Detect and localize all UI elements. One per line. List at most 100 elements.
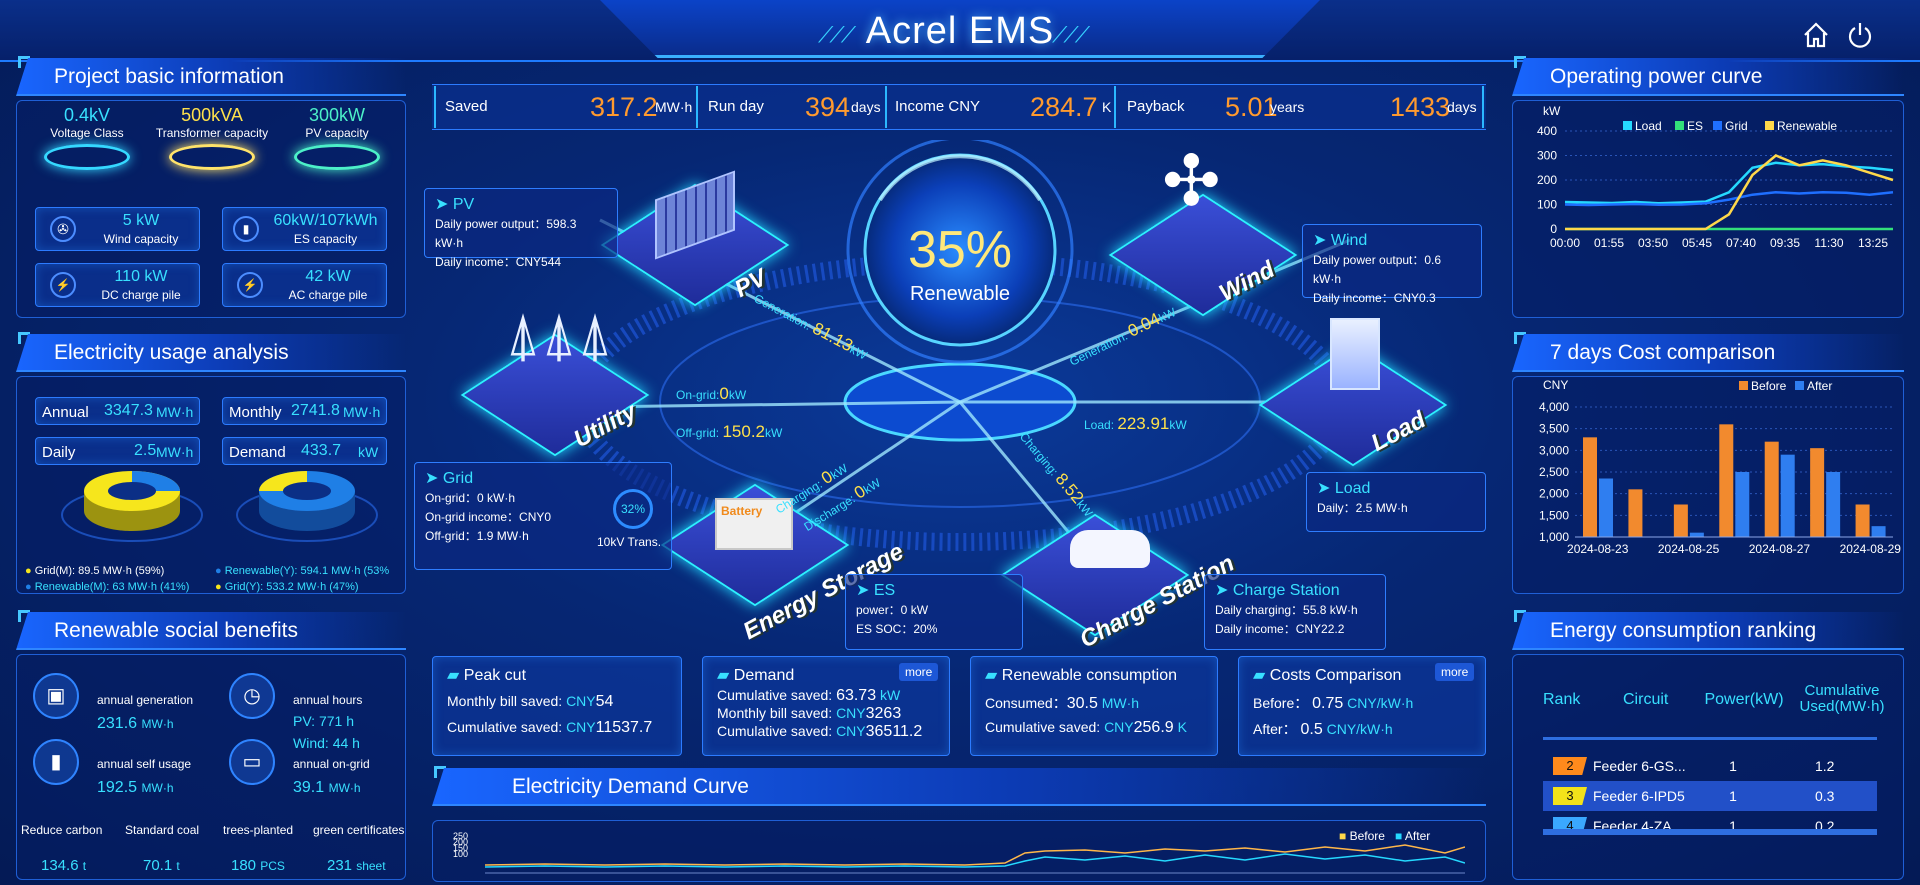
line-unit: CNY — [1104, 719, 1134, 735]
stat-run-day: Run day 394 days — [708, 86, 888, 128]
stat-separator — [696, 86, 698, 128]
x-tick-label: 2024-08-23 — [1567, 542, 1629, 556]
table-row[interactable]: 4 Feeder 4-ZA... 1 0.2 — [1543, 811, 1877, 841]
legend-text: Before — [1349, 829, 1385, 843]
costs-more-button[interactable]: more — [1435, 663, 1475, 681]
panel-title: 7 days Cost comparison — [1550, 341, 1776, 364]
info-line: ES SOC：20% — [856, 622, 938, 636]
info-line: Daily：2.5 MW·h — [1317, 501, 1408, 515]
info-line: On-grid：0 kW·h — [425, 491, 516, 505]
x-tick-label: 05:45 — [1682, 236, 1712, 250]
building-icon — [1330, 318, 1380, 390]
peak-cut-card[interactable]: ▰ Peak cut Monthly bill saved: CNY54 Cum… — [432, 656, 682, 756]
card-line: Before： 0.75 CNY/kW·h — [1253, 693, 1413, 713]
card-title-row: ▰ Costs Comparison — [1253, 665, 1401, 685]
bar-before — [1855, 504, 1870, 537]
power-curve-chart: kW 0 100 200 300 400 00:00 01:55 03:50 05:45 07:40… — [1537, 104, 1894, 250]
renewable-percent: 35% — [907, 221, 1013, 279]
usage-value: 2.5 — [134, 442, 157, 459]
power-icon[interactable] — [1844, 20, 1876, 52]
dc-charger-icon: ⚡ — [50, 272, 76, 298]
cost7-chart: CNY 1,000 1,500 2,000 2,500 3,000 3,500 4,000 Be… — [1539, 378, 1901, 556]
home-icon[interactable] — [1800, 20, 1832, 52]
es-capacity-card: ▮ 60kW/107kWh ES capacity — [222, 207, 387, 251]
line-value: 54 — [595, 693, 614, 710]
demand-card[interactable]: ▰ Demand more Cumulative saved: 63.73 kW… — [702, 656, 950, 756]
info-title: Load — [1334, 480, 1371, 497]
social-label: annual hours — [293, 693, 363, 707]
x-tick-label: 11:30 — [1814, 236, 1843, 250]
x-tick-label: 09:35 — [1770, 236, 1800, 250]
grid-info-box[interactable]: ➤ Grid On-grid：0 kW·h On-grid income：CNY… — [414, 462, 672, 570]
social-unit: MW·h — [328, 781, 361, 795]
line-label: After： — [1253, 721, 1297, 737]
card-title: Demand — [733, 667, 795, 684]
transformer-value: 500kVA — [181, 105, 243, 125]
renewable-card[interactable]: ▰ Renewable consumption Consumed：30.5 MW… — [970, 656, 1218, 756]
project-header: Project basic information — [16, 58, 406, 96]
rank-header-rank: Rank — [1543, 691, 1581, 708]
charge-info-box[interactable]: ➤ Charge Station Daily charging：55.8 kW·… — [1204, 574, 1386, 650]
wind-info-box[interactable]: ➤ Wind Daily power output：0.6 kW·h Daily… — [1302, 224, 1482, 305]
table-row[interactable]: 3 Feeder 6-IPD5 1 0.3 — [1543, 781, 1877, 811]
usage-header: Electricity usage analysis — [16, 334, 406, 372]
es-info-box[interactable]: ➤ ES power：0 kW ES SOC：20% — [845, 574, 1023, 650]
line-label: Monthly bill saved: — [447, 693, 563, 709]
bar-before — [1719, 424, 1734, 537]
trans-label: 10kV Trans. — [597, 535, 662, 549]
pv-info-box[interactable]: ➤ PV Daily power output：598.3 kW·h Daily… — [424, 188, 618, 269]
legend-item: ● Renewable(M): 63 MW·h (41%) — [25, 581, 190, 593]
demand-before-line — [485, 844, 1465, 866]
power-curve-panel: kW 0 100 200 300 400 00:00 01:55 03:50 05:45 07:40… — [1512, 100, 1904, 318]
costs-card[interactable]: ▰ Costs Comparison more Before： 0.75 CNY… — [1238, 656, 1486, 756]
line-value: 3263 — [865, 705, 902, 722]
flow-offgrid: Off-grid: 150.2kW — [676, 422, 782, 442]
info-line: power：0 kW — [856, 603, 929, 617]
y-tick-label: 0 — [1550, 222, 1557, 236]
benefit-value: 134.6 t — [41, 857, 86, 874]
ranking-panel: Rank Circuit Power(kW) Cumulative Used(M… — [1512, 654, 1904, 880]
flow-value: 150.2 — [722, 422, 766, 441]
card-line: Consumed：30.5 MW·h — [985, 693, 1139, 713]
card-line: Monthly bill saved: CNY54 — [447, 693, 613, 711]
card-title-row: ▰ Demand — [717, 665, 794, 685]
usage-label: Annual — [42, 404, 89, 421]
unit: t — [82, 859, 87, 873]
demand-more-button[interactable]: more — [899, 663, 939, 681]
stat-value: 394 — [805, 92, 851, 122]
bar-before — [1628, 489, 1643, 537]
benefit-label: trees-planted — [223, 823, 294, 837]
social-value: 192.5 — [97, 779, 138, 796]
social-header: Renewable social benefits — [16, 612, 406, 650]
panel-corner — [18, 332, 30, 344]
ac-charger-icon: ⚡ — [237, 272, 263, 298]
x-tick-label: 03:50 — [1638, 236, 1668, 250]
info-line: Off-grid：1.9 MW·h — [425, 529, 529, 543]
card-value: 60kW/107kWh — [273, 212, 378, 229]
stats-bar — [432, 84, 1486, 130]
social-label: annual self usage — [97, 757, 192, 771]
usage-label: Daily — [42, 444, 76, 461]
benefit-value: 231 sheet — [327, 857, 386, 874]
chevron-icon: ➤ — [1313, 232, 1327, 249]
legend-text: Grid(M): 89.5 MW·h (59%) — [34, 565, 165, 577]
legend-text: Grid(Y): 533.2 MW·h (47%) — [224, 581, 359, 593]
series-line-load — [1564, 161, 1894, 205]
stat-payback: Payback 5.01 years — [1127, 86, 1307, 128]
y-tick-label: 3,500 — [1539, 422, 1569, 436]
legend-swatch — [1713, 121, 1722, 130]
hours-label: PV: — [293, 713, 316, 729]
load-info-box[interactable]: ➤ Load Daily：2.5 MW·h — [1306, 472, 1486, 532]
bar-before — [1810, 448, 1825, 537]
tick: 200 — [453, 837, 469, 847]
usage-unit: kW — [358, 444, 379, 460]
stat-label: Run day — [708, 98, 764, 115]
table-row[interactable]: 2 Feeder 6-GS... 1 1.2 — [1543, 751, 1877, 781]
legend-item: ● Grid(M): 89.5 MW·h (59%) — [25, 565, 165, 577]
info-title: Grid — [442, 470, 474, 487]
card-line: Cumulative saved: CNY256.9 K — [985, 719, 1187, 737]
line-label: Cumulative saved: — [717, 687, 833, 703]
unit: PCS — [260, 859, 285, 873]
line-value: 256.9 — [1133, 719, 1174, 736]
social-gen-value: 231.6 MW·h — [97, 715, 174, 733]
